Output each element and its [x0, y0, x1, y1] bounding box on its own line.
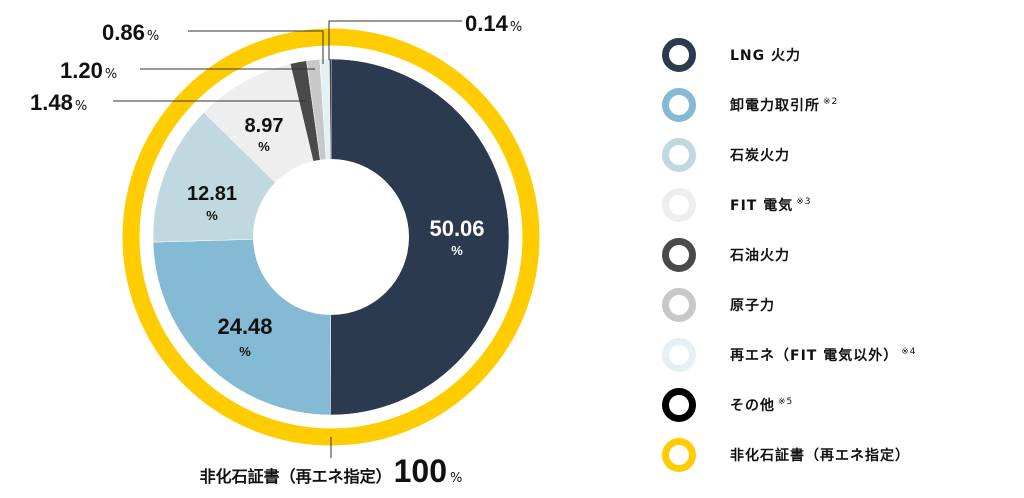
legend-item: その他 ※5: [662, 380, 916, 430]
legend-label: 石油火力: [730, 248, 790, 264]
legend-label: LNG 火力: [730, 48, 802, 64]
legend-item: 卸電力取引所 ※2: [662, 80, 916, 130]
legend-label: その他: [730, 398, 775, 414]
legend-label: 原子力: [730, 298, 775, 314]
label-fit-pct: %: [258, 139, 270, 154]
legend-marker-icon: [662, 88, 696, 122]
label-other: 0.14%: [465, 11, 522, 36]
leader-line-renewable: [188, 30, 324, 64]
legend-note: ※3: [796, 197, 812, 208]
legend-marker-icon: [662, 138, 696, 172]
legend-marker-icon: [662, 238, 696, 272]
legend-item: 石炭火力: [662, 130, 916, 180]
legend-label: FIT 電気: [730, 198, 794, 214]
legend-marker-icon: [662, 438, 696, 472]
label-lng: 50.06: [429, 216, 484, 241]
legend-note: ※4: [901, 347, 917, 358]
legend-marker-icon: [662, 338, 696, 372]
label-lng-pct: %: [451, 243, 463, 258]
label-fit: 8.97: [245, 115, 284, 137]
legend-label: 非化石証書（再エネ指定）: [730, 448, 910, 464]
legend-note: ※2: [823, 97, 839, 108]
legend-marker-icon: [662, 388, 696, 422]
label-nuclear: 1.20%: [60, 58, 117, 83]
legend-item: LNG 火力: [662, 30, 916, 80]
legend-marker-icon: [662, 38, 696, 72]
label-coal-pct: %: [206, 208, 218, 223]
legend-marker-icon: [662, 288, 696, 322]
label-renewable: 0.86%: [102, 20, 159, 45]
leader-line-other: [328, 20, 462, 60]
legend: LNG 火力 卸電力取引所 ※2 石炭火力 FIT 電気 ※3 石油火力 原子力 再…: [662, 30, 916, 480]
legend-item: 再エネ（FIT 電気以外） ※4: [662, 330, 916, 380]
label-oil: 1.48%: [30, 90, 87, 115]
pie-slice-0: [330, 58, 510, 416]
donut-chart: 50.06 % 24.48 % 12.81 % 8.97 % 0.14% 0.8…: [30, 11, 540, 489]
legend-note: ※5: [778, 397, 794, 408]
legend-item: 非化石証書（再エネ指定）: [662, 430, 916, 480]
legend-label: 石炭火力: [730, 148, 790, 164]
legend-label: 卸電力取引所: [730, 98, 820, 114]
label-certificate: 非化石証書（再エネ指定）100%: [200, 453, 463, 489]
donut-hole: [253, 159, 409, 315]
legend-marker-icon: [662, 188, 696, 222]
legend-item: 原子力: [662, 280, 916, 330]
label-coal: 12.81: [187, 183, 237, 205]
label-jepx: 24.48: [217, 314, 272, 339]
label-jepx-pct: %: [239, 344, 251, 359]
legend-item: 石油火力: [662, 230, 916, 280]
legend-item: FIT 電気 ※3: [662, 180, 916, 230]
legend-label: 再エネ（FIT 電気以外）: [730, 348, 899, 364]
